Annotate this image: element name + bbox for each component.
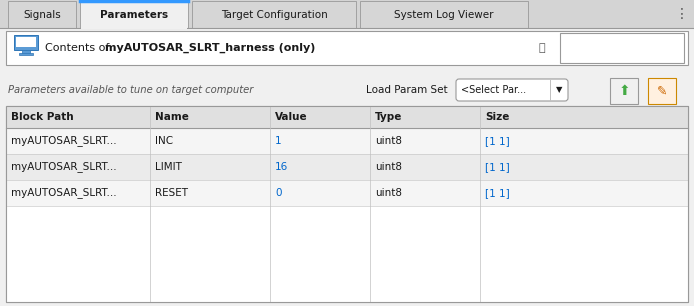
Text: myAUTOSAR_SLRT...: myAUTOSAR_SLRT...	[11, 162, 117, 173]
Text: 0: 0	[275, 188, 282, 198]
Bar	[6, 106, 688, 128]
Bar	[6, 31, 688, 65]
Bar	[360, 1, 528, 28]
Text: uint8: uint8	[375, 162, 402, 172]
Bar	[648, 78, 676, 104]
Bar	[0, 77, 694, 103]
Bar	[8, 1, 76, 28]
Bar	[560, 33, 684, 63]
Text: [1 1]: [1 1]	[485, 136, 510, 146]
Bar	[6, 206, 688, 302]
Text: Contents of:: Contents of:	[45, 43, 116, 53]
Text: myAUTOSAR_SLRT_harness (only): myAUTOSAR_SLRT_harness (only)	[105, 43, 315, 53]
Text: <Select Par...: <Select Par...	[461, 85, 526, 95]
Bar	[192, 1, 356, 28]
Bar	[16, 37, 36, 47]
Text: Parameters available to tune on target computer: Parameters available to tune on target c…	[8, 85, 253, 95]
Text: 16: 16	[275, 162, 288, 172]
Text: Parameters: Parameters	[100, 9, 168, 20]
Text: 🔍: 🔍	[539, 43, 545, 53]
Text: Load Param Set: Load Param Set	[366, 85, 448, 95]
Text: ⬆: ⬆	[618, 84, 630, 98]
Bar	[0, 0, 694, 28]
Bar	[80, 1, 188, 28]
Text: uint8: uint8	[375, 136, 402, 146]
Text: ✎: ✎	[657, 84, 667, 98]
Text: Value: Value	[275, 112, 307, 122]
Bar	[14, 35, 38, 50]
Text: LIMIT: LIMIT	[155, 162, 182, 172]
Text: Target Configuration: Target Configuration	[221, 9, 328, 20]
Bar	[6, 180, 688, 206]
Text: [1 1]: [1 1]	[485, 162, 510, 172]
Text: myAUTOSAR_SLRT...: myAUTOSAR_SLRT...	[11, 188, 117, 199]
Text: ▼: ▼	[556, 85, 562, 95]
Text: Signals: Signals	[23, 9, 61, 20]
Text: System Log Viewer: System Log Viewer	[394, 9, 493, 20]
Bar	[81, 27, 187, 29]
Bar	[19, 53, 33, 55]
Text: Block Path: Block Path	[11, 112, 74, 122]
Bar	[6, 154, 688, 180]
Text: 1: 1	[275, 136, 282, 146]
Bar	[22, 50, 30, 54]
Text: ⋮: ⋮	[675, 7, 689, 21]
Text: RESET: RESET	[155, 188, 188, 198]
Bar	[6, 106, 688, 302]
Text: myAUTOSAR_SLRT...: myAUTOSAR_SLRT...	[11, 136, 117, 147]
Text: Type: Type	[375, 112, 403, 122]
Text: Name: Name	[155, 112, 189, 122]
Text: INC: INC	[155, 136, 173, 146]
Text: Size: Size	[485, 112, 509, 122]
Bar	[610, 78, 638, 104]
Text: uint8: uint8	[375, 188, 402, 198]
FancyBboxPatch shape	[456, 79, 568, 101]
Bar	[6, 106, 688, 302]
Bar	[6, 128, 688, 154]
Text: [1 1]: [1 1]	[485, 188, 510, 198]
